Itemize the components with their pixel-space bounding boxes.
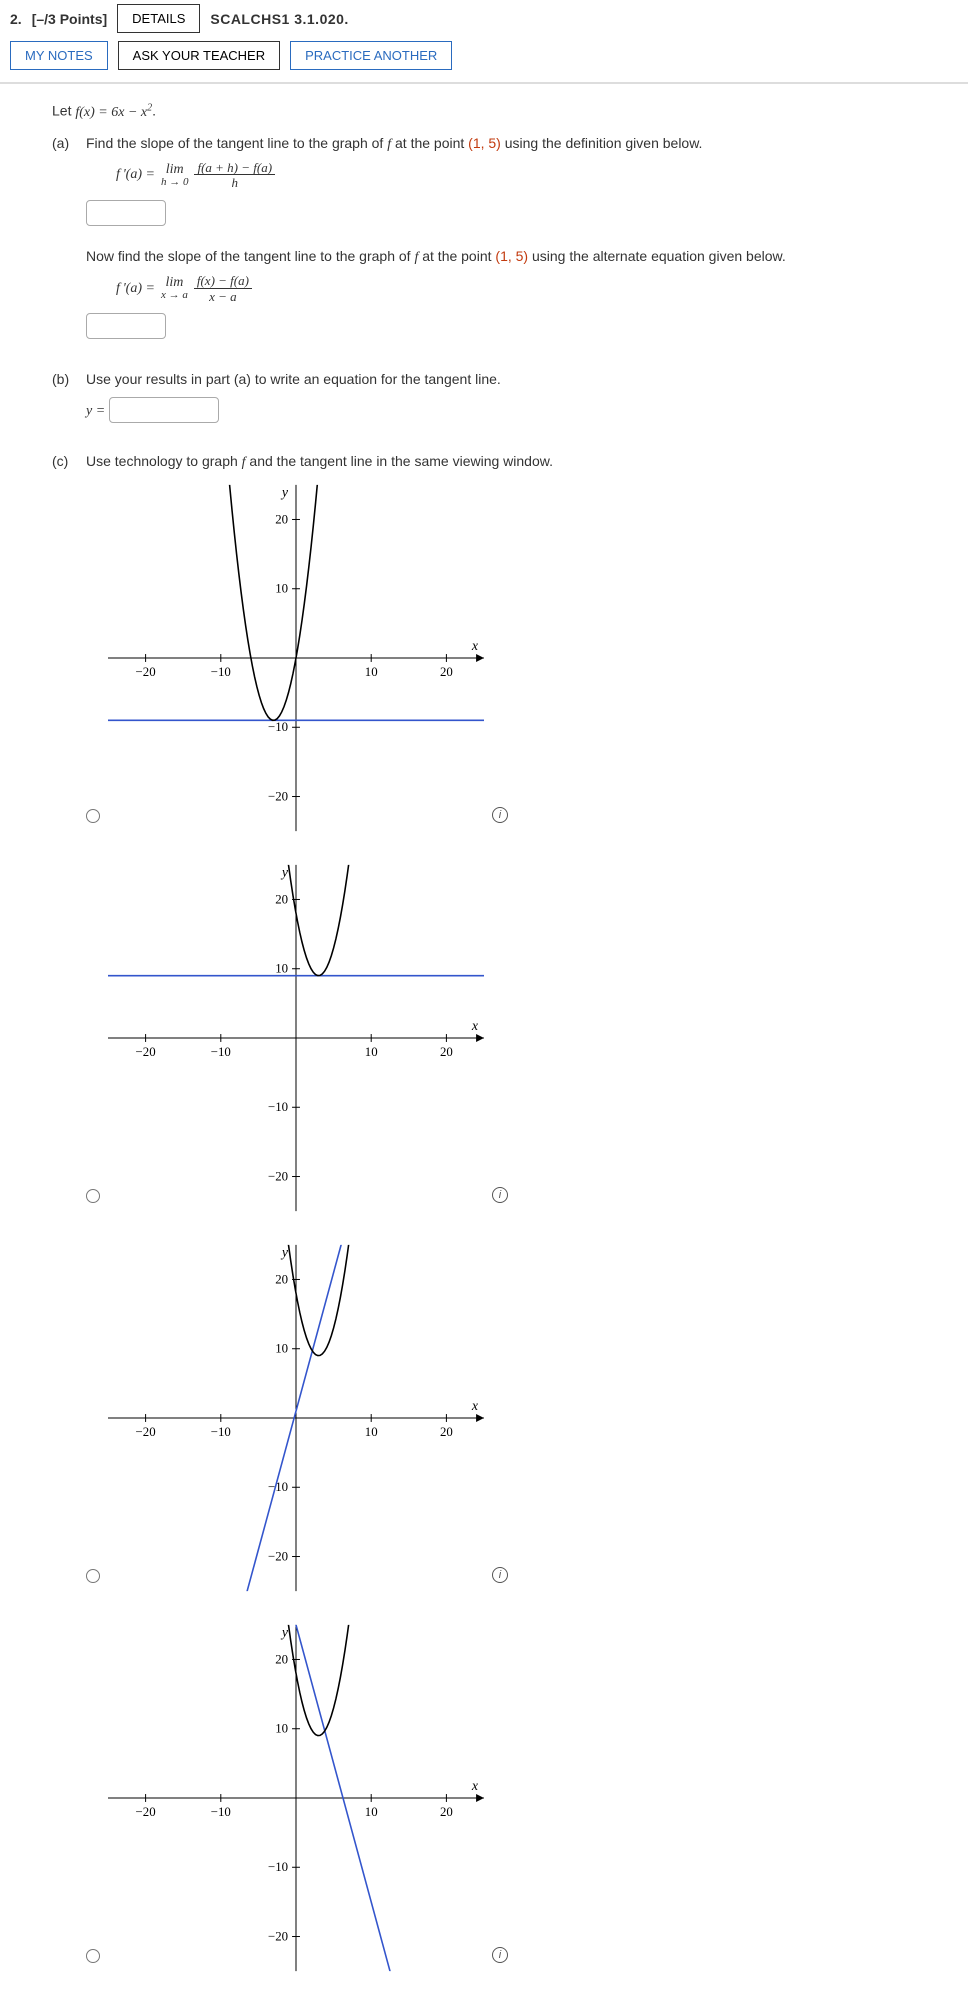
- part-a-text-2: Now find the slope of the tangent line t…: [86, 248, 916, 266]
- graph-choice: −20 −10 10 20 −20 −10 10 20 x y i: [86, 1243, 508, 1593]
- svg-text:x: x: [471, 1398, 479, 1413]
- svg-text:10: 10: [275, 582, 288, 596]
- practice-another-button[interactable]: PRACTICE ANOTHER: [290, 41, 452, 70]
- svg-text:10: 10: [365, 665, 378, 679]
- ask-teacher-button[interactable]: ASK YOUR TEACHER: [118, 41, 280, 70]
- formula-2: f '(a) = limx → a f(x) − f(a)x − a: [116, 274, 916, 303]
- svg-text:−20: −20: [136, 1805, 156, 1819]
- graph-radio-3[interactable]: [86, 1569, 100, 1583]
- svg-text:−10: −10: [211, 1805, 231, 1819]
- svg-text:x: x: [471, 638, 479, 653]
- svg-text:−20: −20: [268, 1930, 288, 1944]
- svg-text:−20: −20: [268, 790, 288, 804]
- svg-text:20: 20: [440, 1805, 453, 1819]
- graph-option-4: −20 −10 10 20 −20 −10 10 20 x y: [108, 1623, 484, 1973]
- graph-option-3: −20 −10 10 20 −20 −10 10 20 x y: [108, 1243, 484, 1593]
- svg-text:10: 10: [365, 1805, 378, 1819]
- svg-text:y: y: [280, 1245, 289, 1260]
- part-c-text: Use technology to graph f and the tangen…: [86, 453, 916, 471]
- svg-text:−20: −20: [136, 665, 156, 679]
- svg-text:20: 20: [275, 513, 288, 527]
- svg-text:−20: −20: [268, 1550, 288, 1564]
- info-icon[interactable]: i: [492, 807, 508, 823]
- svg-text:y: y: [280, 485, 289, 500]
- svg-text:20: 20: [275, 893, 288, 907]
- svg-text:20: 20: [275, 1273, 288, 1287]
- svg-text:10: 10: [275, 1342, 288, 1356]
- svg-text:x: x: [471, 1778, 479, 1793]
- info-icon[interactable]: i: [492, 1187, 508, 1203]
- formula-1: f '(a) = limh → 0 f(a + h) − f(a)h: [116, 161, 916, 190]
- assignment-code: SCALCHS1 3.1.020.: [210, 11, 348, 27]
- answer-input-b[interactable]: [109, 397, 219, 423]
- svg-text:20: 20: [440, 665, 453, 679]
- part-b-text: Use your results in part (a) to write an…: [86, 371, 916, 387]
- prompt: Let f(x) = 6x − x2.: [52, 102, 916, 121]
- svg-text:y: y: [280, 865, 289, 880]
- svg-text:−20: −20: [136, 1045, 156, 1059]
- info-icon[interactable]: i: [492, 1947, 508, 1963]
- answer-input-a2[interactable]: [86, 313, 166, 339]
- svg-text:−10: −10: [268, 1480, 288, 1494]
- question-number: 2.: [10, 11, 22, 27]
- details-button[interactable]: DETAILS: [117, 4, 200, 33]
- svg-text:−10: −10: [211, 1045, 231, 1059]
- graph-choice: −20 −10 10 20 −20 −10 10 20 x y i: [86, 1623, 508, 1973]
- points-label: [–/3 Points]: [32, 11, 107, 27]
- graph-choice: −20 −10 10 20 −20 −10 10 20 x y i: [86, 483, 508, 833]
- svg-text:y: y: [280, 1625, 289, 1640]
- svg-text:20: 20: [275, 1653, 288, 1667]
- svg-text:−20: −20: [268, 1170, 288, 1184]
- info-icon[interactable]: i: [492, 1567, 508, 1583]
- svg-text:20: 20: [440, 1045, 453, 1059]
- y-equals-label: y =: [86, 404, 105, 419]
- graph-option-1: −20 −10 10 20 −20 −10 10 20 x y: [108, 483, 484, 833]
- part-a-text-1: Find the slope of the tangent line to th…: [86, 135, 916, 153]
- graph-option-2: −20 −10 10 20 −20 −10 10 20 x y: [108, 863, 484, 1213]
- graph-radio-2[interactable]: [86, 1189, 100, 1203]
- svg-text:−10: −10: [268, 720, 288, 734]
- svg-text:20: 20: [440, 1425, 453, 1439]
- svg-text:−10: −10: [268, 1100, 288, 1114]
- graph-radio-4[interactable]: [86, 1949, 100, 1963]
- answer-input-a1[interactable]: [86, 200, 166, 226]
- part-b-label: (b): [52, 371, 76, 423]
- my-notes-button[interactable]: MY NOTES: [10, 41, 108, 70]
- graph-choice: −20 −10 10 20 −20 −10 10 20 x y i: [86, 863, 508, 1213]
- svg-text:−10: −10: [211, 1425, 231, 1439]
- svg-text:−20: −20: [136, 1425, 156, 1439]
- svg-text:x: x: [471, 1018, 479, 1033]
- part-c-label: (c): [52, 453, 76, 1973]
- svg-text:−10: −10: [268, 1860, 288, 1874]
- part-a-label: (a): [52, 135, 76, 362]
- svg-text:10: 10: [275, 962, 288, 976]
- svg-text:10: 10: [365, 1045, 378, 1059]
- graph-radio-1[interactable]: [86, 809, 100, 823]
- svg-text:10: 10: [365, 1425, 378, 1439]
- svg-text:10: 10: [275, 1722, 288, 1736]
- svg-text:−10: −10: [211, 665, 231, 679]
